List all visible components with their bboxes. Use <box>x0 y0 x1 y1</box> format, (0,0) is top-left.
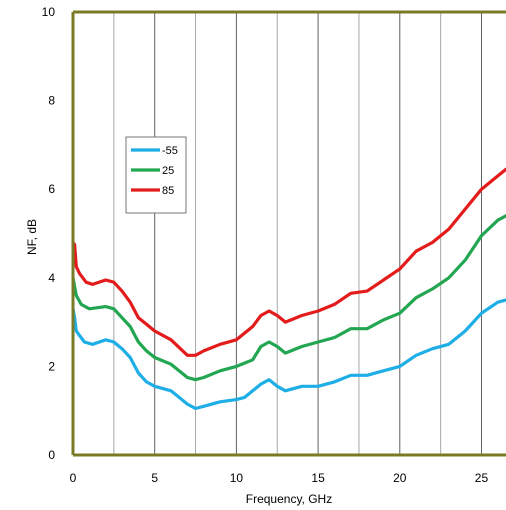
legend-label-1: 25 <box>162 165 174 177</box>
x-tick-label: 20 <box>393 471 407 485</box>
y-tick-label: 10 <box>42 5 56 19</box>
x-tick-label: 25 <box>475 471 489 485</box>
y-axis-label: NF, dB <box>25 219 39 255</box>
x-tick-label: 10 <box>230 471 244 485</box>
tick-labels: 0 5 10 15 20 25 0 2 4 6 8 10 <box>42 5 489 485</box>
series-line-2 <box>71 167 506 357</box>
legend-label-2: 85 <box>162 185 174 197</box>
plot-frame <box>71 10 506 457</box>
grid <box>113 12 482 455</box>
x-tick-label: 15 <box>311 471 325 485</box>
y-tick-label: 0 <box>48 448 55 462</box>
y-tick-label: 4 <box>48 271 55 285</box>
x-axis-label: Frequency, GHz <box>246 492 332 506</box>
y-tick-label: 2 <box>48 359 55 373</box>
series-line-1 <box>71 214 506 382</box>
y-tick-label: 6 <box>48 182 55 196</box>
legend-label-0: -55 <box>162 145 178 157</box>
series-line-0 <box>71 298 506 411</box>
x-tick-label: 0 <box>70 471 77 485</box>
y-tick-label: 8 <box>48 94 55 108</box>
x-tick-label: 5 <box>151 471 158 485</box>
series-lines <box>71 167 506 411</box>
legend: -55 25 85 <box>125 136 187 214</box>
